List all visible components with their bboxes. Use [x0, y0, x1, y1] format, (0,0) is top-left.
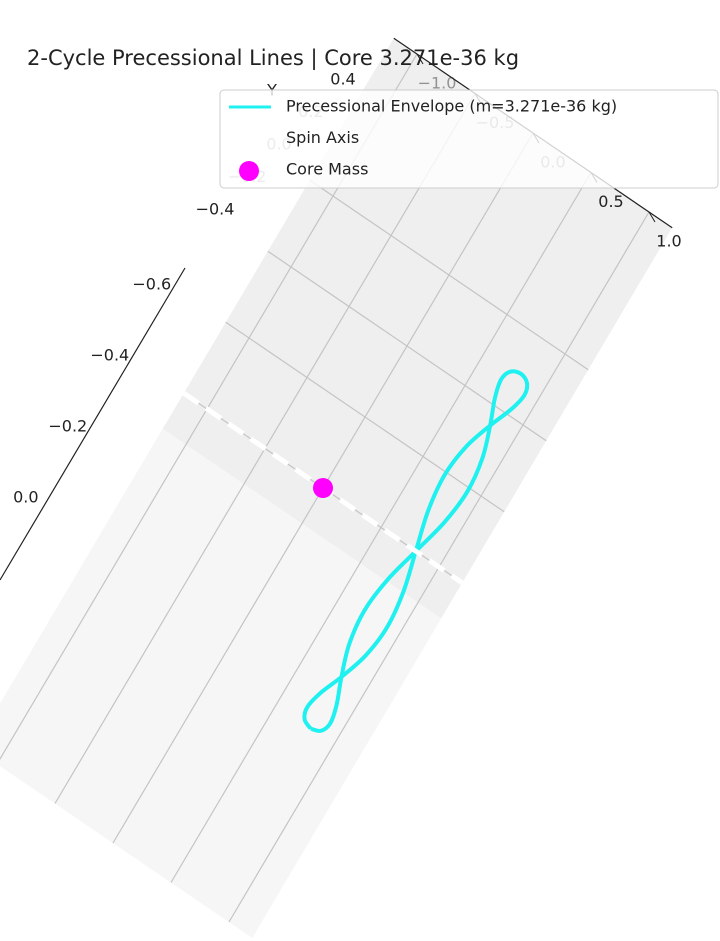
- x-tick-label: 0.5: [598, 192, 623, 211]
- legend-box: [219, 89, 719, 189]
- legend-label: Core Mass: [286, 160, 368, 179]
- panes: [0, 38, 673, 938]
- grid-line: [309, 179, 589, 371]
- x-tick-label: −1.0: [418, 74, 457, 93]
- y-tick-label: −0.4: [90, 346, 129, 365]
- chart-title: 2-Cycle Precessional Lines | Core 3.271e…: [27, 46, 519, 71]
- legend-label: Precessional Envelope (m=3.271e-36 kg): [286, 97, 617, 116]
- grid-line: [225, 321, 505, 513]
- marks: [182, 369, 530, 733]
- y-tick-label: 0.0: [13, 488, 38, 507]
- x-tick-label: 1.0: [656, 232, 681, 251]
- envelope-line: [302, 369, 530, 733]
- y-tick-label: −0.6: [132, 275, 171, 294]
- wall-pane: [0, 428, 442, 938]
- y-tick-label: −0.2: [48, 417, 87, 436]
- z-tick-label: −0.4: [196, 199, 235, 218]
- core-mass: [313, 478, 333, 498]
- grid-line: [267, 250, 547, 442]
- x-tick: [648, 211, 656, 223]
- legend: Precessional Envelope (m=3.271e-36 kg) Sp…: [219, 89, 719, 189]
- axis-edge: [0, 267, 186, 581]
- legend-label: Spin Axis: [286, 128, 359, 147]
- legend-marker: [239, 161, 259, 181]
- z-tick-label: 0.4: [330, 70, 355, 89]
- x-tick: [416, 53, 424, 65]
